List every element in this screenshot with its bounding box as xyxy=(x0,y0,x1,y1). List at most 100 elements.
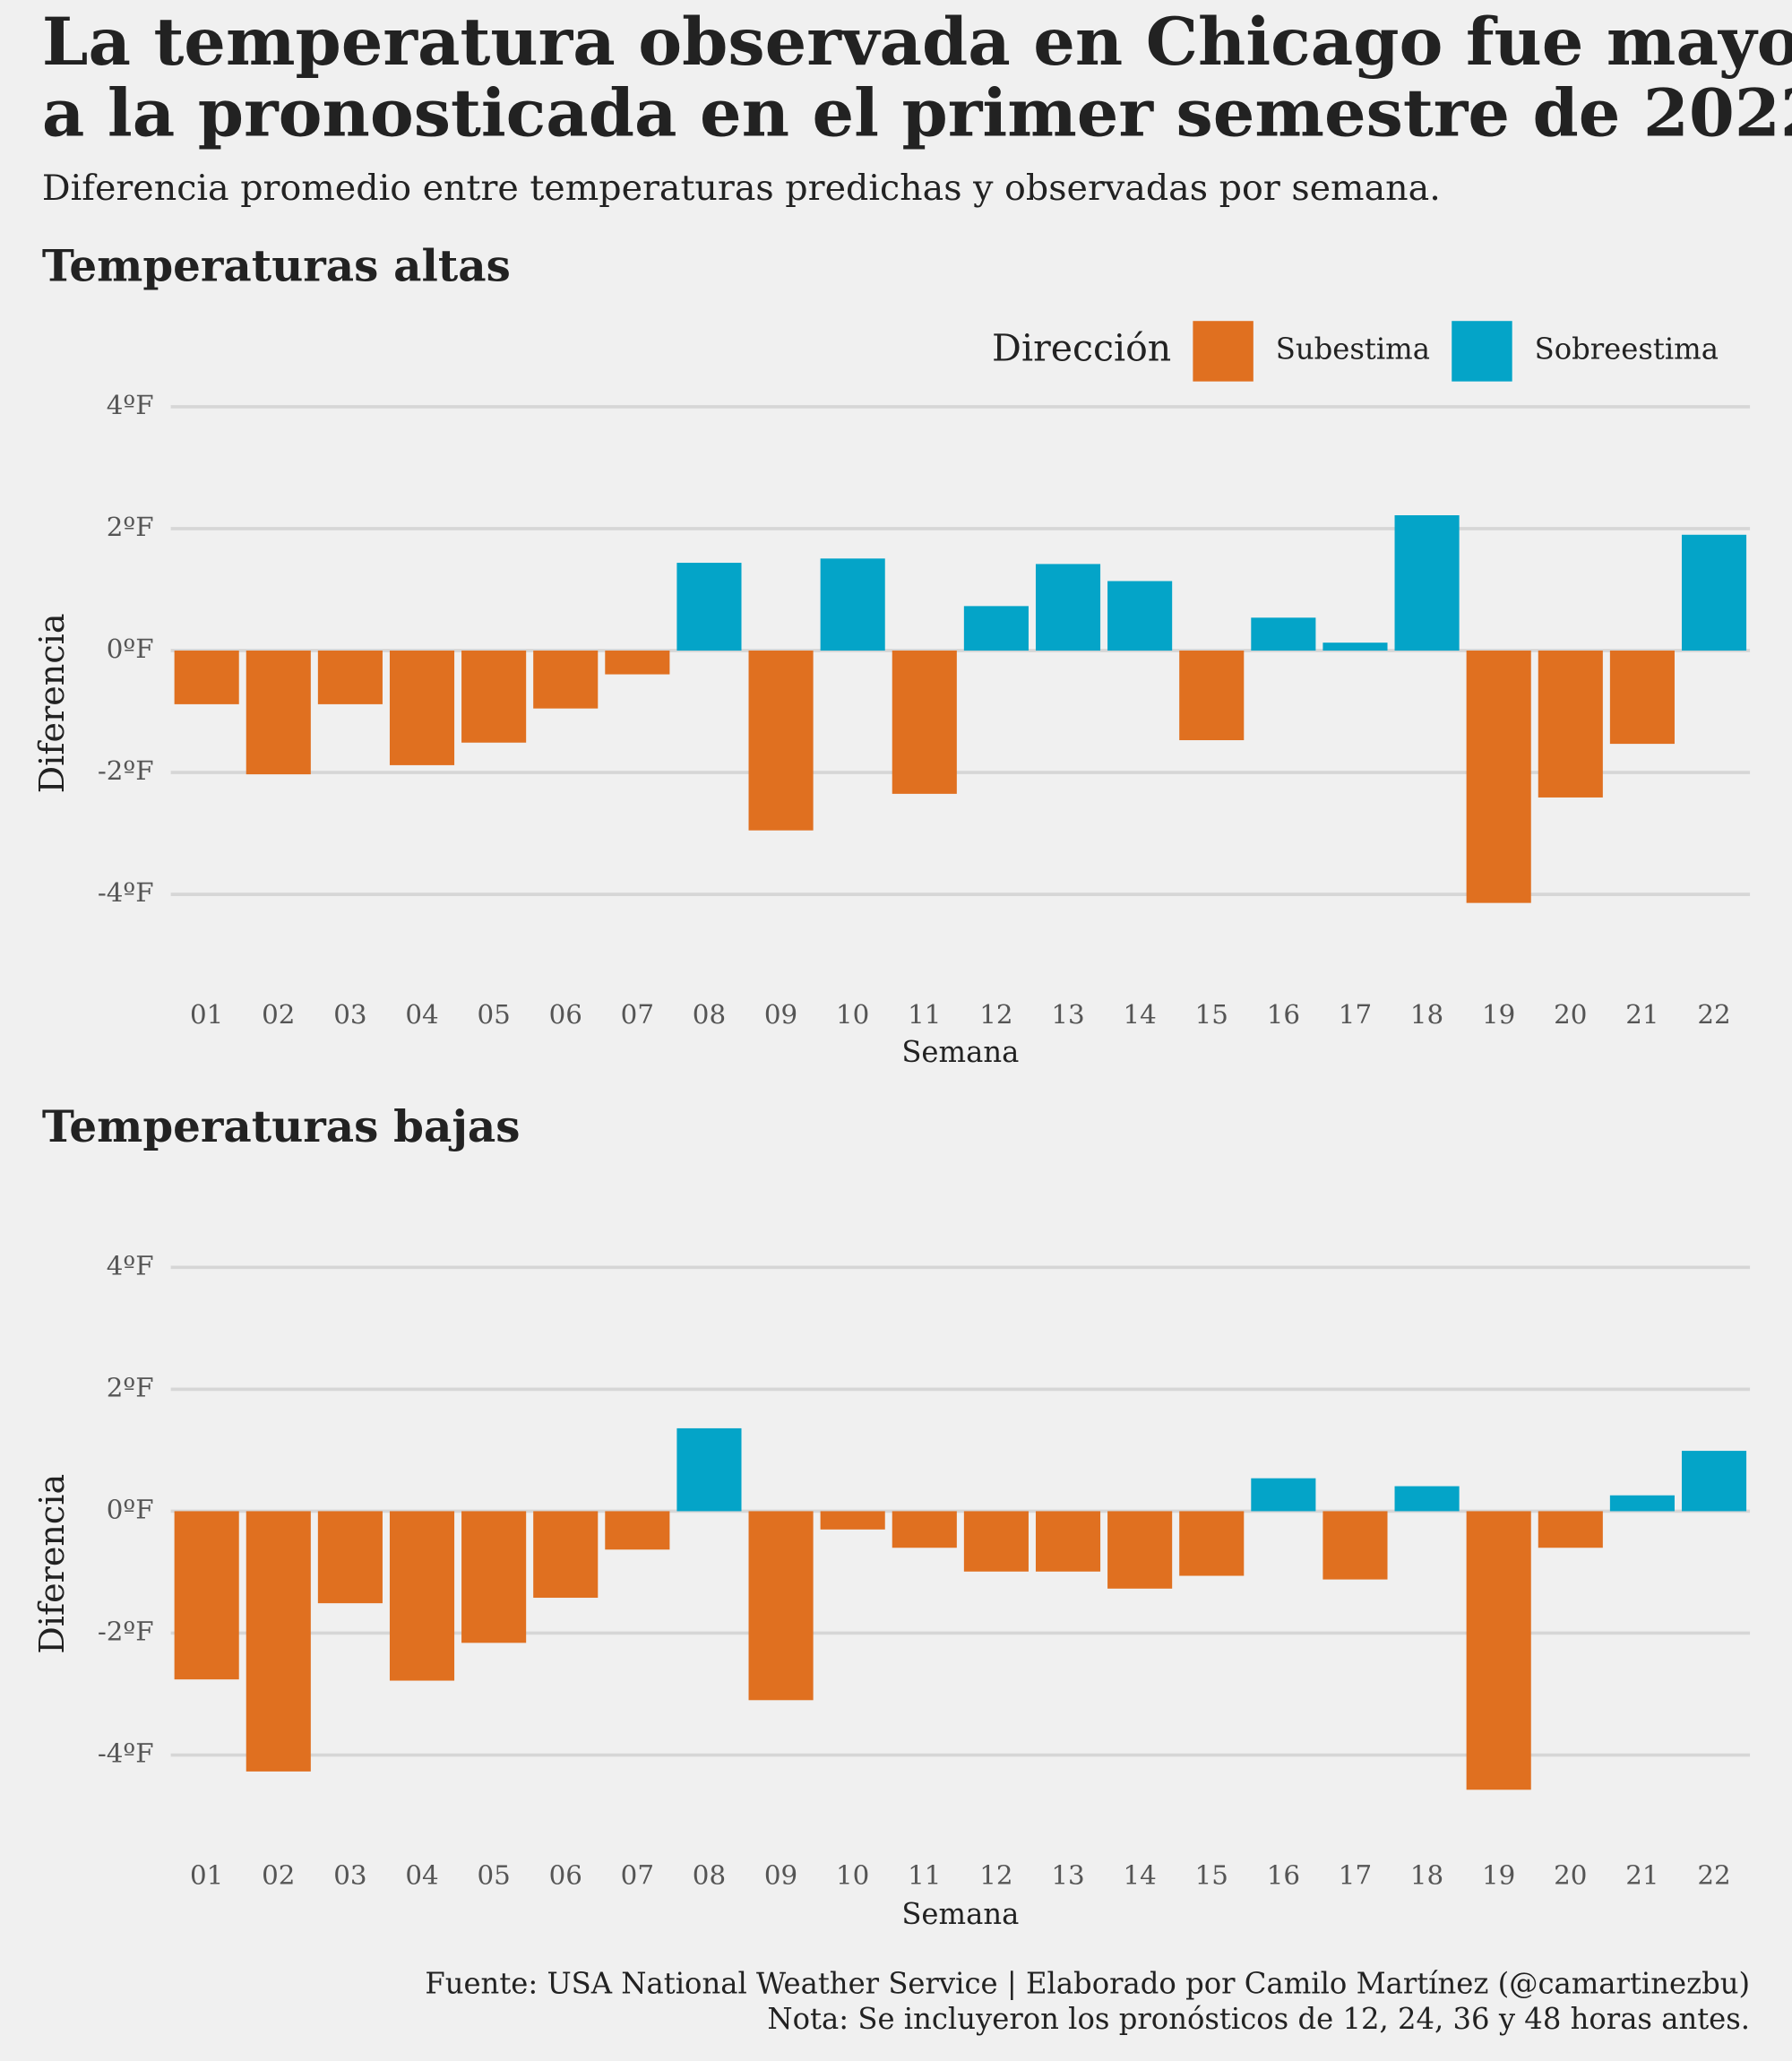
x-tick-label: 14 xyxy=(1123,1859,1156,1890)
bar xyxy=(963,1511,1029,1572)
x-tick-label: 04 xyxy=(405,1859,438,1890)
x-tick-label: 04 xyxy=(405,999,438,1030)
bar xyxy=(533,1511,599,1599)
y-tick-label: 4ºF xyxy=(107,1250,154,1281)
x-axis-label: Semana xyxy=(901,1035,1019,1069)
bar xyxy=(1394,1486,1460,1512)
x-tick-label: 15 xyxy=(1195,999,1228,1030)
bar xyxy=(317,651,383,704)
x-tick-label: 06 xyxy=(549,1859,582,1890)
bar xyxy=(246,1511,311,1772)
x-tick-label: 10 xyxy=(836,1859,869,1890)
x-tick-label: 18 xyxy=(1410,999,1443,1030)
x-tick-label: 12 xyxy=(979,1859,1012,1890)
bar xyxy=(1322,1511,1388,1580)
bar xyxy=(1609,1495,1675,1512)
y-axis-label: Diferencia xyxy=(32,1474,72,1654)
x-tick-label: 22 xyxy=(1697,999,1730,1030)
legend-label: Subestima xyxy=(1276,332,1430,366)
x-tick-label: 06 xyxy=(549,999,582,1030)
bar xyxy=(1394,515,1460,651)
bar xyxy=(820,1511,885,1530)
bar xyxy=(820,558,885,651)
bar xyxy=(1609,651,1675,745)
bar xyxy=(174,651,239,704)
bar xyxy=(1466,1511,1531,1790)
bar xyxy=(461,651,527,743)
x-tick-label: 19 xyxy=(1482,1859,1515,1890)
bar xyxy=(1538,651,1603,798)
bar xyxy=(533,651,599,709)
x-tick-label: 17 xyxy=(1339,999,1372,1030)
x-tick-label: 16 xyxy=(1267,999,1300,1030)
x-tick-label: 21 xyxy=(1625,1859,1658,1890)
x-tick-label: 01 xyxy=(190,1859,223,1890)
x-tick-label: 16 xyxy=(1267,1859,1300,1890)
bar xyxy=(748,1511,814,1701)
x-tick-label: 21 xyxy=(1625,999,1658,1030)
x-tick-label: 02 xyxy=(262,1859,295,1890)
legend-swatch xyxy=(1193,321,1254,382)
x-axis-label: Semana xyxy=(901,1897,1019,1931)
x-tick-label: 08 xyxy=(693,999,726,1030)
x-tick-label: 01 xyxy=(190,999,223,1030)
bar xyxy=(1107,1511,1173,1589)
bar xyxy=(174,1511,239,1680)
y-tick-label: -4ºF xyxy=(98,877,154,908)
x-tick-label: 03 xyxy=(333,999,366,1030)
subtitle: Diferencia promedio entre temperaturas p… xyxy=(42,168,1441,209)
x-tick-label: 03 xyxy=(333,1859,366,1890)
bar xyxy=(1251,617,1316,651)
title: La temperatura observada en Chicago fue … xyxy=(42,4,1792,81)
bar xyxy=(892,1511,957,1548)
bar xyxy=(605,1511,670,1550)
caption: Fuente: USA National Weather Service | E… xyxy=(425,1966,1750,2000)
x-tick-label: 07 xyxy=(621,999,654,1030)
y-axis-label: Diferencia xyxy=(32,613,72,793)
x-tick-label: 19 xyxy=(1482,999,1515,1030)
caption: Nota: Se incluyeron los pronósticos de 1… xyxy=(767,2002,1750,2036)
bar xyxy=(1681,1451,1747,1512)
bar xyxy=(676,563,742,651)
x-tick-label: 05 xyxy=(477,1859,510,1890)
bar xyxy=(389,1511,455,1681)
y-tick-label: 4ºF xyxy=(107,390,154,420)
bar xyxy=(1107,581,1173,651)
bar xyxy=(963,606,1029,651)
x-tick-label: 13 xyxy=(1051,1859,1084,1890)
x-tick-label: 15 xyxy=(1195,1859,1228,1890)
chart-title: Temperaturas bajas xyxy=(42,1102,521,1152)
bar xyxy=(317,1511,383,1604)
x-tick-label: 08 xyxy=(693,1859,726,1890)
x-tick-label: 22 xyxy=(1697,1859,1730,1890)
x-tick-label: 10 xyxy=(836,999,869,1030)
bar xyxy=(1681,534,1747,651)
bar xyxy=(1035,1511,1101,1572)
x-tick-label: 09 xyxy=(764,1859,797,1890)
x-tick-label: 13 xyxy=(1051,999,1084,1030)
bar xyxy=(1251,1478,1316,1512)
x-tick-label: 05 xyxy=(477,999,510,1030)
legend-title: Dirección xyxy=(992,326,1171,369)
x-tick-label: 11 xyxy=(908,999,941,1030)
bar xyxy=(892,651,957,794)
y-tick-label: -2ºF xyxy=(98,755,154,786)
x-tick-label: 11 xyxy=(908,1859,941,1890)
x-tick-label: 09 xyxy=(764,999,797,1030)
x-tick-label: 17 xyxy=(1339,1859,1372,1890)
bar xyxy=(1179,1511,1245,1576)
bar xyxy=(605,651,670,675)
x-tick-label: 20 xyxy=(1554,1859,1587,1890)
bar xyxy=(246,651,311,775)
bar xyxy=(389,651,455,765)
x-tick-label: 14 xyxy=(1123,999,1156,1030)
x-tick-label: 07 xyxy=(621,1859,654,1890)
bar xyxy=(676,1427,742,1512)
bar xyxy=(1538,1511,1603,1548)
bar xyxy=(1035,564,1101,651)
x-tick-label: 18 xyxy=(1410,1859,1443,1890)
x-tick-label: 20 xyxy=(1554,999,1587,1030)
y-tick-label: 2ºF xyxy=(107,512,154,542)
y-tick-label: 0ºF xyxy=(107,1494,154,1524)
